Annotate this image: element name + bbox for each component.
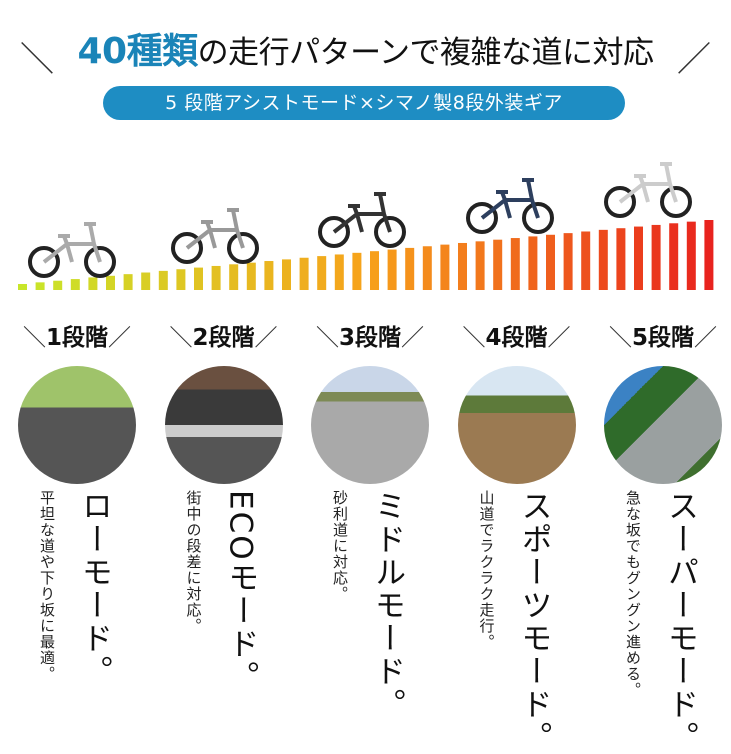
assist-bar [598, 229, 608, 290]
assist-bar [686, 221, 696, 290]
scene-photo-gravel-road [311, 366, 429, 484]
level-label: ＼5段階／ [608, 325, 717, 351]
assist-bar [334, 254, 344, 290]
assist-bar [299, 257, 309, 290]
mode-description: 平坦な道や下り坂に最適。 [38, 490, 56, 682]
mode-title: ミドルモード。 [369, 490, 405, 721]
level-label: ＼2段階／ [169, 325, 278, 351]
e-bike-icon [318, 192, 406, 248]
assist-bar [651, 224, 661, 290]
assist-bar [194, 267, 203, 290]
level-label: ＼1段階／ [22, 325, 131, 351]
decor-slash-right: ／ [677, 40, 711, 80]
mode-description: 急な坂でもグングン進める。 [624, 490, 642, 698]
assist-bar [563, 233, 573, 290]
level-label: ＼3段階／ [315, 325, 424, 351]
assist-bar [264, 261, 274, 290]
level-5: ＼5段階／ [590, 318, 731, 484]
level-4: ＼4段階／ [444, 318, 590, 484]
headline-rest: の走行パターンで複雑な道に対応 [197, 35, 654, 71]
assist-bar [704, 220, 714, 290]
mode-description: 砂利道に対応。 [331, 490, 349, 602]
assist-bar [475, 241, 485, 290]
mode-text: スーパーモード。 急な坂でもグングン進める。 [590, 490, 731, 754]
assist-bar [211, 265, 221, 290]
mode-title: スポーツモード。 [515, 490, 552, 754]
mode-text: ミドルモード。 砂利道に対応。 [297, 490, 443, 721]
assist-bar [616, 228, 626, 290]
assist-bar [440, 244, 450, 290]
assist-bar [246, 262, 256, 290]
e-bike-icon [171, 208, 259, 264]
assist-bar [387, 249, 397, 290]
assist-bar [634, 226, 643, 290]
assist-bar [229, 264, 239, 290]
scene-photo-city-curb [164, 366, 283, 484]
assist-bar [106, 275, 115, 290]
assist-bar [493, 239, 503, 290]
assist-bar [405, 247, 415, 290]
assist-bar [422, 246, 432, 290]
mode-title: ローモード。 [76, 490, 112, 688]
level-2: ＼2段階／ [151, 318, 297, 484]
mode-text: ECOモード。 街中の段差に対応。 [151, 490, 297, 694]
level-label: ＼4段階／ [462, 325, 571, 351]
mode-description: 山道でラクラク走行。 [477, 490, 496, 650]
assist-bar [176, 269, 186, 290]
assist-bar [35, 282, 45, 290]
level-3: ＼3段階／ [297, 318, 443, 484]
scene-photo-dirt-mountain-road [457, 366, 576, 484]
mode-text: ローモード。 平坦な道や下り坂に最適。 [4, 490, 150, 688]
headline: 40種類の走行パターンで複雑な道に対応 [0, 22, 731, 74]
assist-bar [510, 238, 520, 290]
mode-description: 街中の段差に対応。 [184, 490, 203, 634]
mode-text: スポーツモード。 山道でラクラク走行。 [444, 490, 590, 754]
assist-bar [352, 252, 362, 290]
subtitle-pill: 5 段階アシストモード×シマノ製8段外装ギア [103, 86, 625, 120]
mode-title: ECOモード。 [222, 490, 259, 694]
mode-title: スーパーモード。 [662, 490, 698, 754]
assist-bar [317, 256, 327, 290]
e-bike-icon [466, 178, 554, 234]
scene-photo-paved-road [18, 366, 136, 484]
assist-bar [370, 251, 379, 290]
assist-bar [581, 231, 591, 290]
assist-bar [158, 270, 168, 290]
scene-photo-steep-slope [604, 366, 722, 484]
e-bike-icon [28, 222, 116, 278]
assist-bar [546, 234, 555, 290]
assist-bar [528, 236, 538, 290]
assist-bar [123, 274, 133, 290]
level-1: ＼1段階／ [4, 318, 150, 484]
assist-bar [53, 280, 63, 290]
assist-bar [282, 259, 291, 290]
headline-highlight: 40種類 [77, 31, 198, 72]
e-bike-icon [604, 162, 692, 218]
assist-bar [669, 223, 679, 290]
assist-bar [70, 279, 80, 290]
assist-bar [18, 284, 27, 290]
assist-level-graphic [18, 162, 714, 290]
assist-bar [141, 272, 151, 290]
assist-bar [458, 242, 467, 290]
assist-bar [88, 277, 98, 290]
decor-slash-left: ＼ [20, 40, 54, 80]
